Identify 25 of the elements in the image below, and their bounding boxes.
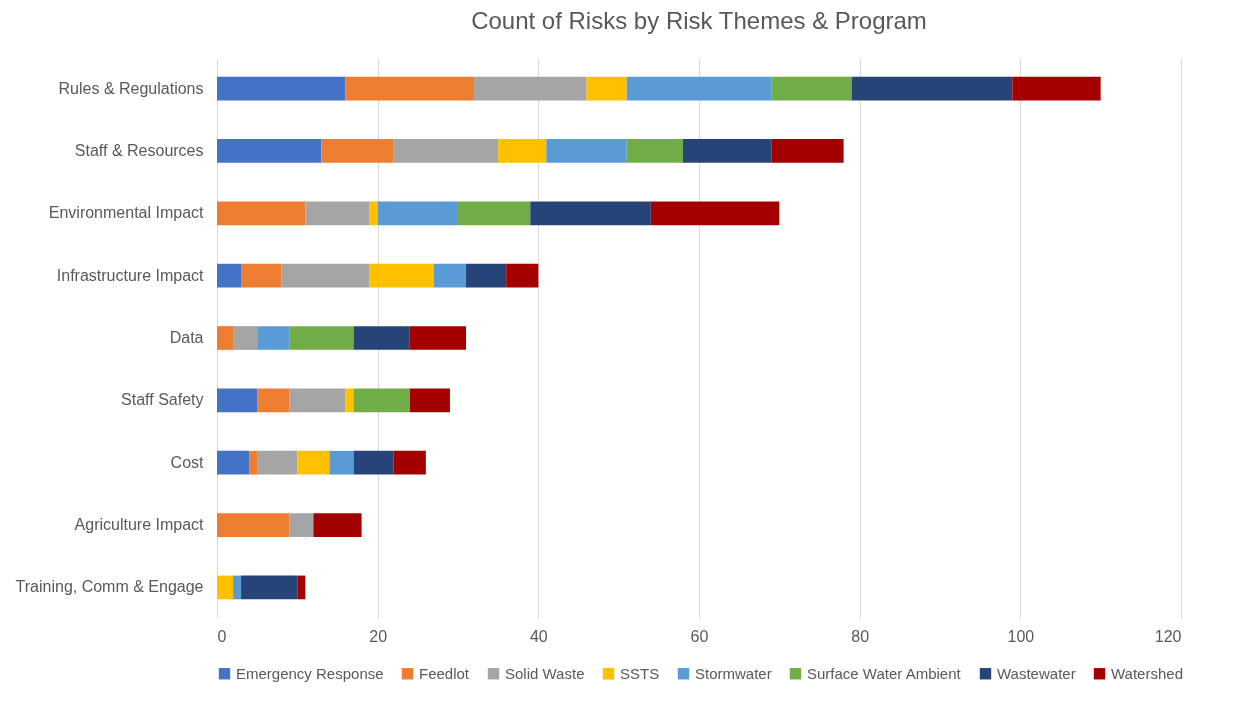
legend-label: Watershed	[1111, 664, 1183, 682]
x-tick-label: 0	[217, 627, 227, 645]
y-tick-label: Data	[169, 329, 204, 346]
x-tick-label: 100	[1007, 627, 1035, 645]
legend-label: SSTS	[620, 664, 660, 682]
legend-label: Surface Water Ambient	[807, 664, 962, 682]
y-tick-label: Cost	[170, 453, 205, 471]
x-tick-label: 80	[851, 627, 870, 645]
legend-label: Stormwater	[695, 664, 772, 682]
y-tick-label: Staff & Resources	[74, 141, 204, 159]
legend-label: Wastewater	[997, 664, 1076, 682]
y-tick-label: Training, Comm & Engage	[15, 578, 204, 596]
y-tick-label: Environmental Impact	[48, 204, 205, 222]
y-tick-label: Staff Safety	[121, 391, 204, 409]
x-tick-label: 20	[369, 627, 388, 645]
legend-label: Feedlot	[419, 664, 470, 682]
x-tick-label: 120	[1154, 627, 1182, 645]
y-tick-label: Infrastructure Impact	[56, 266, 205, 284]
legend-label: Solid Waste	[505, 664, 585, 682]
y-tick-label: Agriculture Impact	[74, 516, 205, 534]
y-tick-label: Rules & Regulations	[58, 79, 204, 97]
x-tick-label: 40	[529, 627, 548, 645]
x-tick-label: 60	[690, 627, 709, 645]
legend-label: Emergency Response	[236, 664, 384, 682]
chart-title: Count of Risks by Risk Themes & Program	[471, 7, 927, 34]
